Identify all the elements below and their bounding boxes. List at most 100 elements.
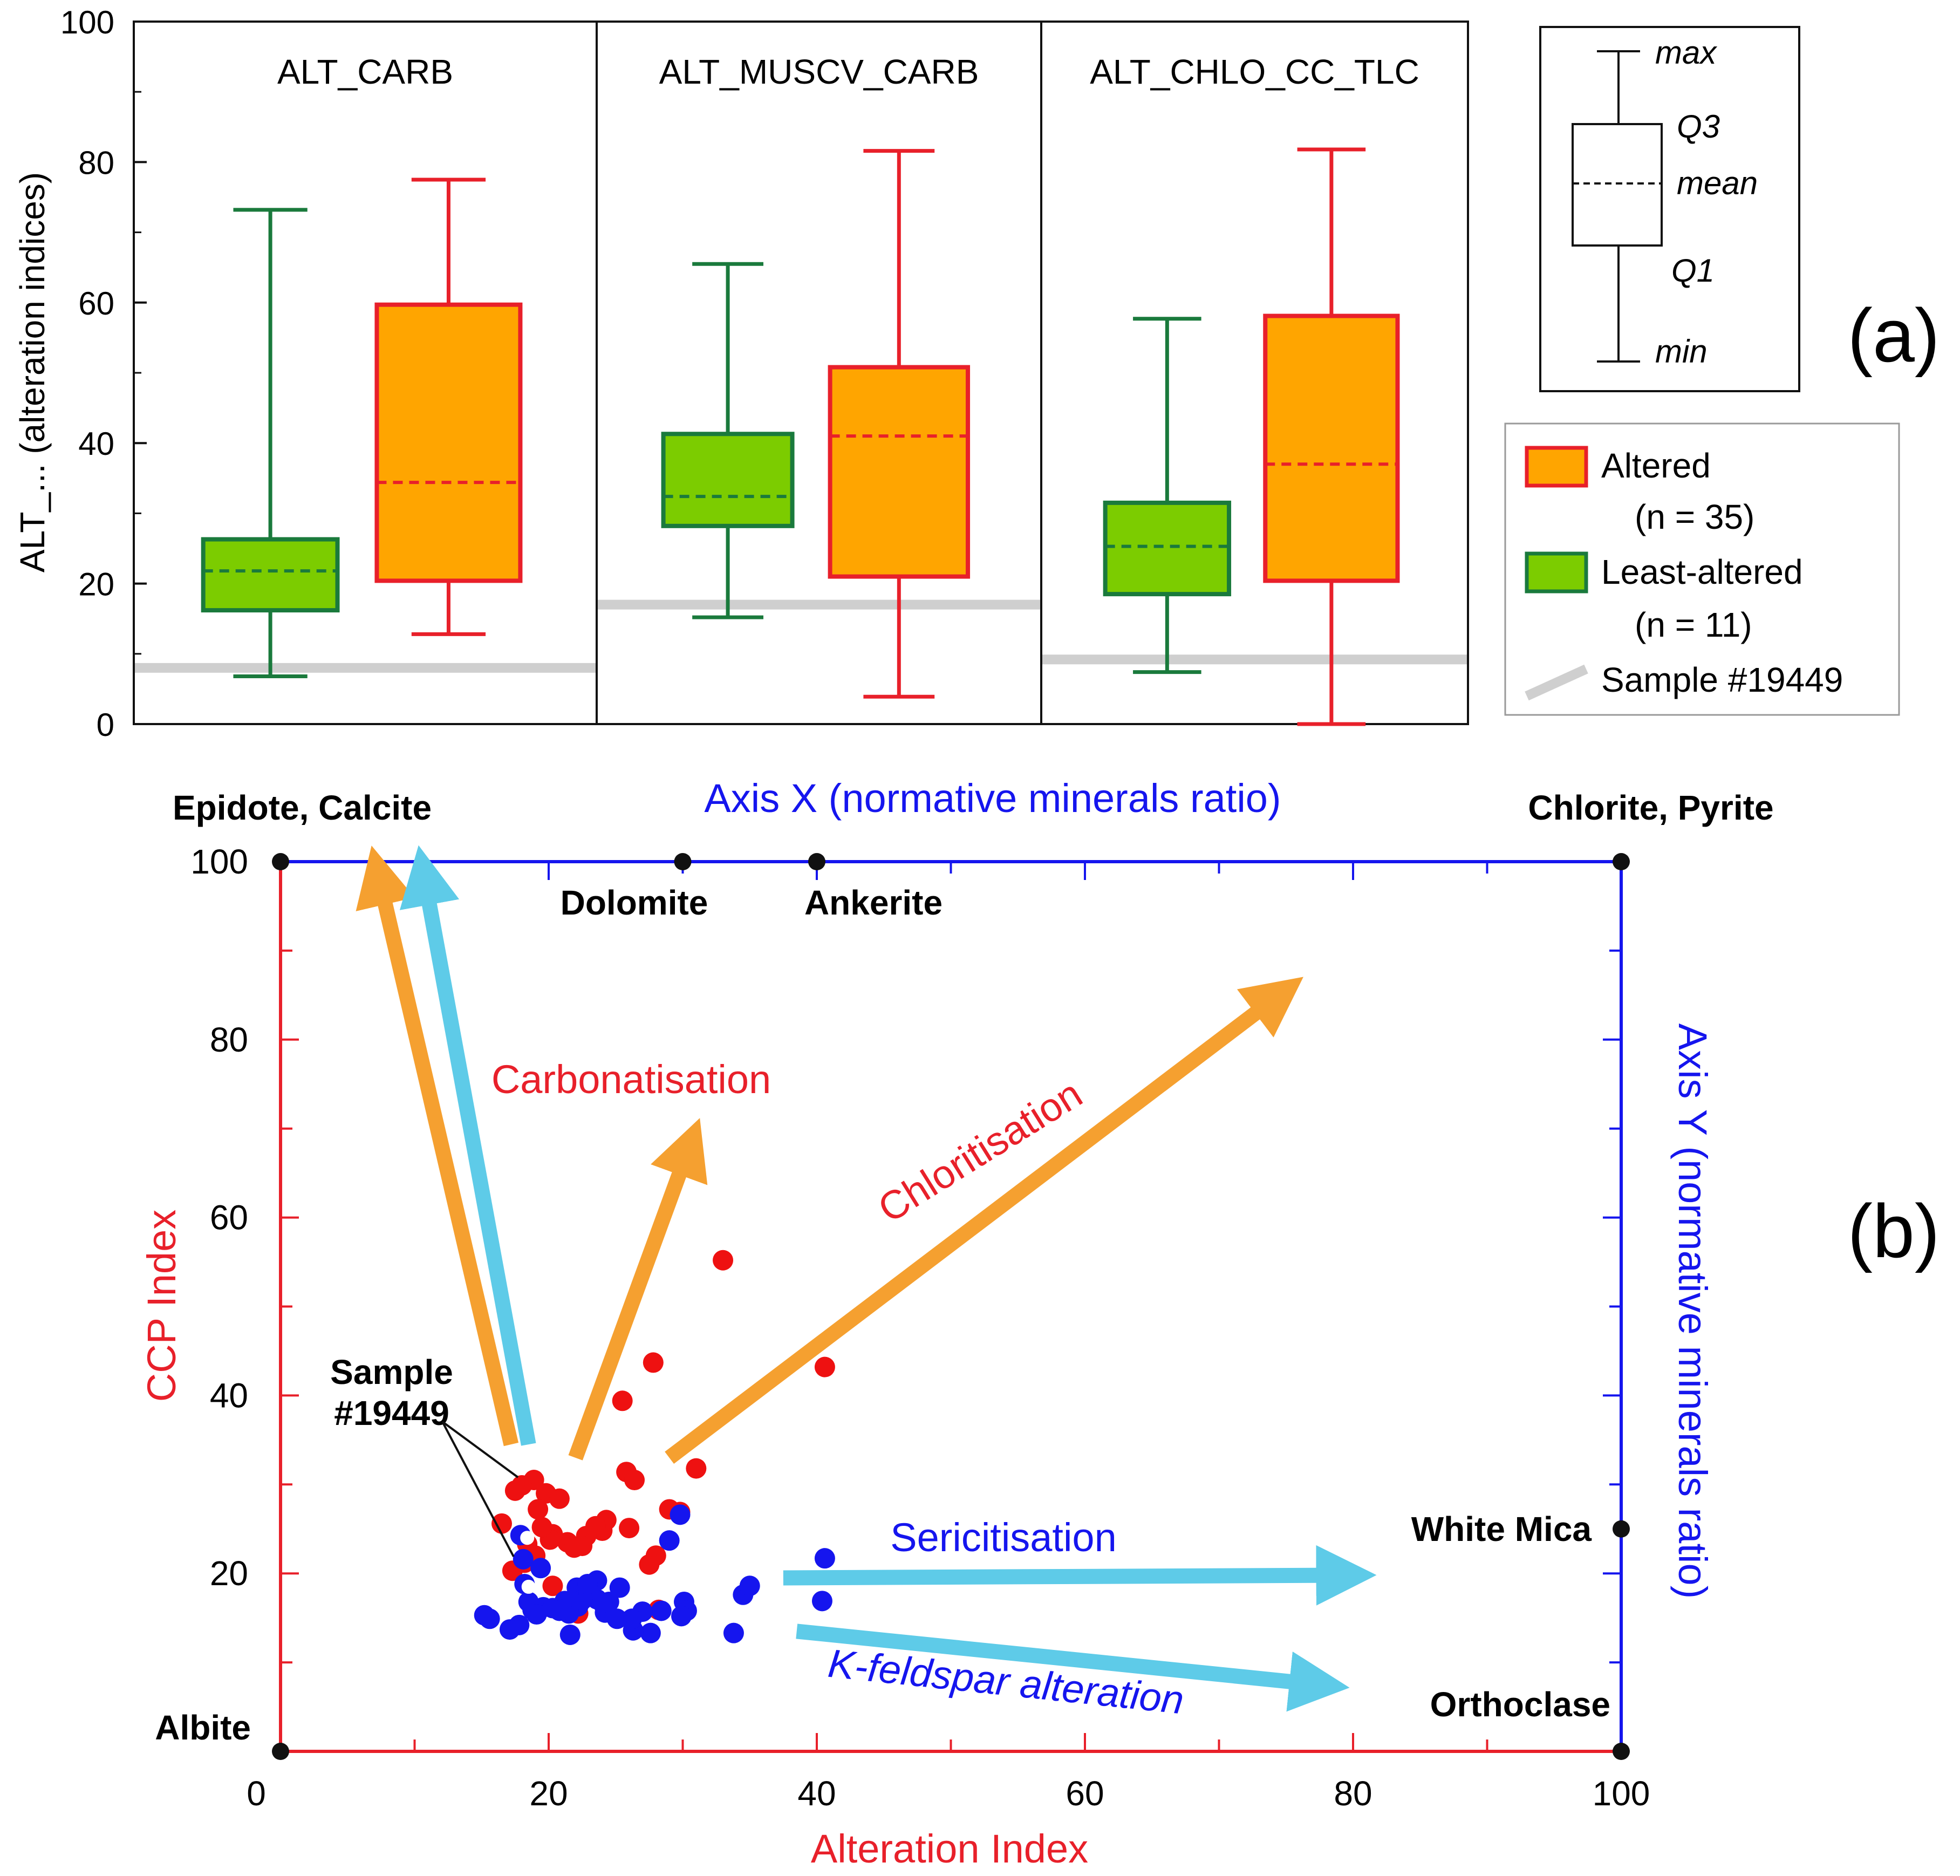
least-altered-box [201,537,340,613]
key-q3-label: Q3 [1677,108,1720,145]
scatter-axes: 0 20 40 60 80 100 20 40 60 80 100 [190,842,1650,1813]
box-group-title: ALT_CARB [277,52,453,91]
x2-axis-title: Axis X (normative minerals ratio) [704,776,1281,821]
trend-arrow-1 [399,845,536,1446]
endmember-point [1613,1520,1630,1538]
least-altered-point [609,1577,630,1598]
endmember-label: Albite [155,1708,251,1747]
endmember-point [1613,1743,1630,1760]
y-tick-label: 80 [210,1020,248,1059]
altered-box [374,302,523,583]
least-altered-point [640,1622,661,1643]
least-altered-point [671,1606,692,1627]
least-altered-point [622,1608,643,1629]
box-group: ALT_CARB [135,52,596,678]
trend-arrow-0 [356,845,519,1447]
series-legend: Altered (n = 35) Least-altered (n = 11) … [1504,422,1900,716]
least-altered-point [659,1530,680,1551]
least-altered-point [530,1558,551,1579]
altered-point [624,1470,645,1491]
trend-arrows [356,845,1377,1712]
legend-altered-n: (n = 35) [1635,497,1754,536]
altered-point [531,1517,552,1538]
box-group-title: ALT_MUSCV_CARB [659,52,979,91]
endmember-point [808,853,825,870]
y-axis-label: CCP Index [139,1210,184,1402]
legend-altered-label: Altered [1601,446,1711,485]
legend-sample-line [1525,664,1588,701]
legend-sample-label: Sample #19449 [1601,660,1843,699]
altered-point [814,1356,835,1377]
least-altered-point [651,1600,672,1621]
x-tick-label: 20 [529,1774,568,1813]
endmember-point [272,853,289,870]
endmembers: Epidote, Calcite Dolomite Ankerite Chlorite… [155,788,1774,1760]
series-2 [520,1531,536,1594]
x-tick-label: 100 [1593,1774,1650,1813]
altered-point [713,1250,734,1271]
trend-label-chloritisation: Chloritisation [870,1071,1090,1231]
least-altered-point [739,1575,760,1597]
trend-arrow-2 [568,1118,708,1461]
x-tick-label: 80 [1334,1774,1372,1813]
endmember-label: Ankerite [804,883,943,922]
box-y-tick-label: 100 [60,4,114,40]
scatter-points [474,1250,835,1645]
endmember-point [272,1743,289,1760]
altered-point [572,1536,593,1557]
sample-pointer-1 [441,1421,515,1557]
endmember-label: Epidote, Calcite [173,788,432,827]
endmember-label: White Mica [1411,1510,1592,1548]
x-tick-label: 60 [1066,1774,1104,1813]
key-q1-label: Q1 [1671,253,1715,289]
altered-point [491,1513,513,1534]
sample-point [520,1531,535,1545]
altered-point [639,1554,660,1575]
key-mean-label: mean [1677,165,1758,201]
endmember-point [1613,853,1630,870]
box-group: ALT_MUSCV_CARB [598,52,1040,699]
altered-point [504,1480,525,1501]
least-altered-point [723,1622,744,1643]
least-altered-box [1103,500,1232,597]
endmember-label: Orthoclase [1430,1685,1610,1724]
box-y-tick-label: 60 [78,285,114,322]
altered-point [612,1390,633,1411]
box-y-tick-label: 0 [97,707,114,743]
least-altered-point [526,1604,547,1625]
box-group-title: ALT_CHLO_CC_TLC [1090,52,1419,91]
sample-annotation-number: #19449 [334,1394,449,1432]
least-altered-point [811,1591,832,1612]
scatter-panel: 0 20 40 60 80 100 20 40 60 80 100 Epidote, Calcite… [139,776,1940,1871]
trend-label-sericitisation: Sericitisation [890,1515,1117,1560]
least-altered-point [513,1548,534,1570]
panel-a-label: (a) [1847,293,1939,378]
y-tick-label: 60 [210,1198,248,1237]
box-y-axis-label: ALT_... (alteration indices) [13,172,52,572]
altered-point [549,1488,570,1509]
legend-altered-swatch [1525,446,1588,488]
y-tick-label: 100 [190,842,248,881]
legend-least-swatch [1525,551,1588,594]
key-max-label: max [1655,35,1717,71]
least-altered-point [499,1619,520,1640]
altered-point [686,1458,707,1479]
panel-b-label: (b) [1847,1189,1939,1273]
least-altered-point [577,1573,598,1594]
x-axis-label: Alteration Index [811,1826,1088,1871]
altered-box [828,365,971,579]
box-groups: ALT_CARB ALT_MUSCV_CARB ALT_CHLO_CC_TLC [135,52,1467,726]
key-box [1572,123,1663,247]
box-y-axis: 0 20 40 60 80 100 [60,4,147,743]
sample-point [521,1579,536,1594]
altered-point [542,1575,563,1597]
key-min-label: min [1655,333,1708,370]
box-y-tick-label: 40 [78,426,114,462]
legend-least-n: (n = 11) [1635,605,1752,644]
box-group: ALT_CHLO_CC_TLC [1042,52,1467,726]
least-altered-point [551,1599,572,1620]
endmember-label: Dolomite [561,883,708,922]
altered-point [528,1499,549,1520]
sample-annotation-line1: Sample #19449 [330,1353,453,1432]
